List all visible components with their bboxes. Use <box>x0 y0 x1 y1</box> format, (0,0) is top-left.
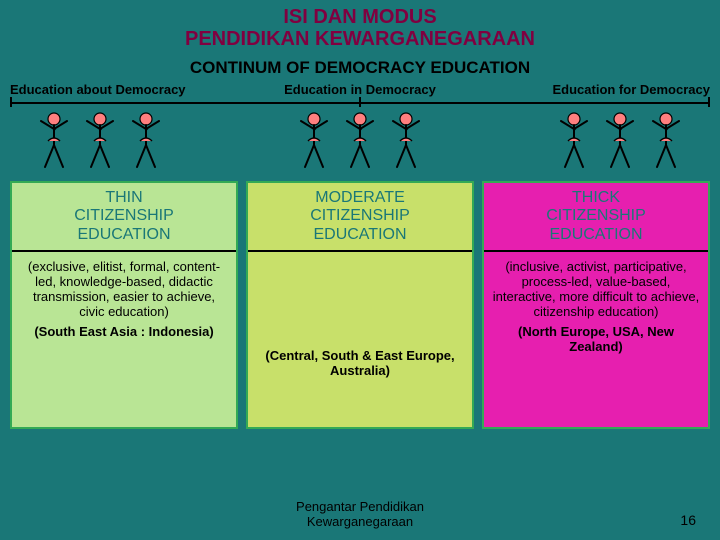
column-moderate: MODERATE CITIZENSHIP EDUCATION (Central,… <box>246 181 474 429</box>
rail-tick-center <box>359 97 361 107</box>
svg-text:?: ? <box>312 126 317 135</box>
thick-title: THICK CITIZENSHIP EDUCATION <box>484 183 708 250</box>
title-line1: ISI DAN MODUS <box>283 6 436 28</box>
dancer-icon: ? <box>123 111 169 171</box>
continuum-rail: ? ? ? ? ? ? ? ? <box>10 97 710 175</box>
svg-text:?: ? <box>572 126 577 135</box>
thick-region: (North Europe, USA, New Zealand) <box>484 324 708 362</box>
title-line2: PENDIDIKAN KEWARGANEGARAAN <box>185 28 535 50</box>
svg-text:?: ? <box>664 126 669 135</box>
dancer-group-center: ? ? ? <box>270 111 450 171</box>
dancer-group-right: ? ? ? <box>530 111 710 171</box>
heading-for: Education for Democracy <box>477 82 710 97</box>
rail-tick-right <box>708 97 710 107</box>
thin-title-l3: EDUCATION <box>77 226 170 243</box>
dancer-group-left: ? ? ? <box>10 111 190 171</box>
thick-desc: (inclusive, activist, participative, pro… <box>484 252 708 324</box>
thin-title: THIN CITIZENSHIP EDUCATION <box>12 183 236 250</box>
page-number: 16 <box>680 512 696 528</box>
dancer-icon: ? <box>551 111 597 171</box>
continuum-headings: Education about Democracy Education in D… <box>0 82 720 97</box>
moderate-title-l1: MODERATE <box>315 189 404 206</box>
dancer-icon: ? <box>337 111 383 171</box>
thick-title-l2: CITIZENSHIP <box>546 207 646 224</box>
moderate-region: (Central, South & East Europe, Australia… <box>248 348 472 386</box>
thin-region: (South East Asia : Indonesia) <box>12 324 236 347</box>
dancer-row: ? ? ? ? ? ? ? ? <box>10 111 710 171</box>
heading-in: Education in Democracy <box>243 82 476 97</box>
dancer-icon: ? <box>597 111 643 171</box>
dancer-icon: ? <box>643 111 689 171</box>
column-thin: THIN CITIZENSHIP EDUCATION (exclusive, e… <box>10 181 238 429</box>
moderate-desc <box>248 252 472 348</box>
thin-desc: (exclusive, elitist, formal, content-led… <box>12 252 236 324</box>
moderate-title: MODERATE CITIZENSHIP EDUCATION <box>248 183 472 250</box>
heading-about: Education about Democracy <box>10 82 243 97</box>
svg-text:?: ? <box>358 126 363 135</box>
dancer-icon: ? <box>291 111 337 171</box>
columns-row: THIN CITIZENSHIP EDUCATION (exclusive, e… <box>0 181 720 429</box>
rail-tick-left <box>10 97 12 107</box>
dancer-icon: ? <box>31 111 77 171</box>
column-thick: THICK CITIZENSHIP EDUCATION (inclusive, … <box>482 181 710 429</box>
footer-text-l2: Kewarganegaraan <box>307 514 413 529</box>
dancer-icon: ? <box>383 111 429 171</box>
svg-text:?: ? <box>52 126 57 135</box>
moderate-title-l2: CITIZENSHIP <box>310 207 410 224</box>
dancer-icon: ? <box>77 111 123 171</box>
thin-title-l2: CITIZENSHIP <box>74 207 174 224</box>
main-title: ISI DAN MODUS PENDIDIKAN KEWARGANEGARAAN <box>0 0 720 50</box>
subtitle: CONTINUM OF DEMOCRACY EDUCATION <box>0 58 720 78</box>
footer-text: Pengantar Pendidikan Kewarganegaraan <box>0 499 720 530</box>
svg-text:?: ? <box>98 126 103 135</box>
thick-title-l1: THICK <box>572 189 620 206</box>
svg-text:?: ? <box>618 126 623 135</box>
svg-text:?: ? <box>144 126 149 135</box>
footer-text-l1: Pengantar Pendidikan <box>296 499 424 514</box>
thick-title-l3: EDUCATION <box>549 226 642 243</box>
svg-text:?: ? <box>404 126 409 135</box>
moderate-title-l3: EDUCATION <box>313 226 406 243</box>
thin-title-l1: THIN <box>105 189 142 206</box>
footer: Pengantar Pendidikan Kewarganegaraan 16 <box>0 499 720 530</box>
